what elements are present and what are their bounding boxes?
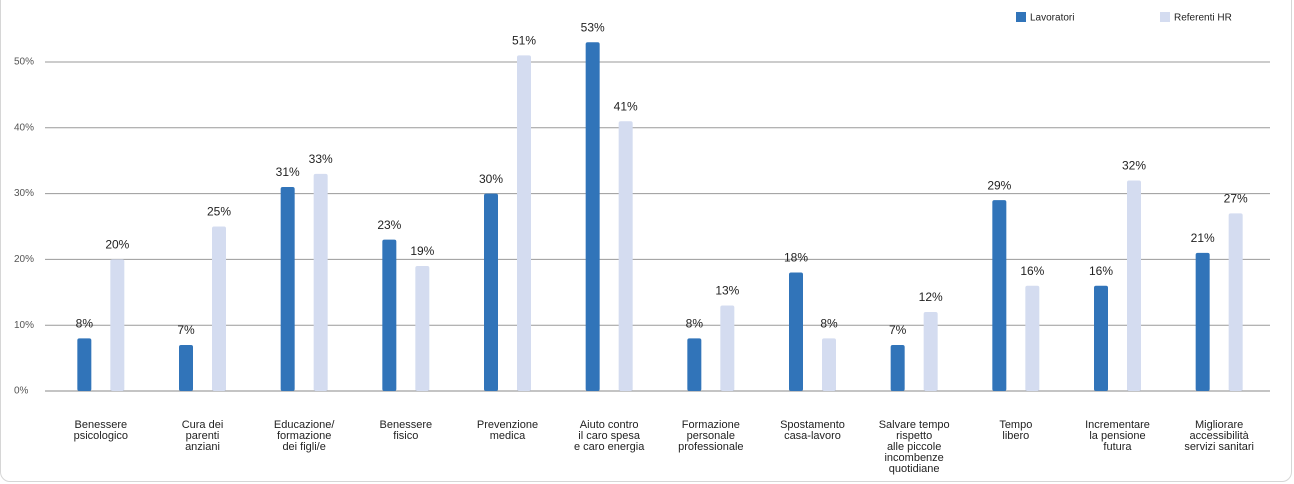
x-tick-label: Benessere psicologico bbox=[73, 419, 129, 442]
value-label: 33% bbox=[309, 152, 333, 166]
y-tick-label: 0% bbox=[14, 386, 29, 397]
bar bbox=[415, 265, 430, 391]
value-label: 8% bbox=[820, 317, 838, 331]
bar bbox=[822, 338, 836, 391]
bar bbox=[1228, 213, 1243, 391]
bar bbox=[484, 193, 498, 391]
bar bbox=[77, 338, 92, 391]
bar bbox=[585, 42, 600, 391]
x-tick-label: Migliorare accessibilità servizi sanitar… bbox=[1184, 419, 1254, 453]
y-tick-label: 10% bbox=[14, 320, 34, 331]
value-label: 23% bbox=[377, 218, 401, 232]
value-label: 27% bbox=[1224, 192, 1248, 206]
value-label: 8% bbox=[686, 317, 704, 331]
legend-label: Referenti HR bbox=[1174, 13, 1232, 24]
x-tick-label: Prevenzione medica bbox=[476, 419, 539, 442]
value-label: 18% bbox=[784, 251, 808, 265]
value-label: 32% bbox=[1122, 159, 1146, 173]
legend-swatch bbox=[1016, 12, 1026, 22]
x-tick-label: Cura dei parenti anziani bbox=[181, 419, 224, 453]
legend-label: Lavoratori bbox=[1030, 13, 1074, 24]
y-tick-label: 20% bbox=[14, 254, 34, 265]
x-tick-label: Incrementare la pensione futura bbox=[1085, 419, 1150, 453]
x-tick-label: Educazione/ formazione dei figli/e bbox=[273, 419, 335, 453]
bar bbox=[923, 312, 938, 391]
value-label: 25% bbox=[207, 205, 231, 219]
value-label: 12% bbox=[919, 290, 943, 304]
x-tick-label: Formazione personale professionale bbox=[678, 419, 744, 453]
bar bbox=[720, 305, 735, 391]
value-label: 29% bbox=[987, 178, 1011, 192]
value-label: 7% bbox=[889, 323, 907, 337]
bar bbox=[179, 344, 193, 391]
value-label: 16% bbox=[1089, 264, 1113, 278]
value-label: 16% bbox=[1020, 264, 1044, 278]
bar bbox=[789, 272, 803, 391]
x-tick-label: Spostamento casa-lavoro bbox=[780, 419, 845, 442]
y-tick-label: 30% bbox=[14, 188, 34, 199]
bar bbox=[1025, 285, 1040, 391]
value-label: 7% bbox=[177, 323, 195, 337]
bar bbox=[212, 226, 226, 391]
value-label: 21% bbox=[1191, 231, 1215, 245]
bar bbox=[992, 200, 1007, 391]
value-label: 53% bbox=[581, 20, 605, 34]
x-tick-label: Tempo libero bbox=[999, 419, 1033, 442]
bar bbox=[890, 344, 905, 391]
x-tick-label: Aiuto contro il caro spesa e caro energi… bbox=[573, 419, 645, 453]
bar bbox=[110, 259, 125, 391]
bar bbox=[313, 173, 328, 391]
bar bbox=[382, 239, 397, 391]
bar bbox=[517, 55, 531, 392]
bar bbox=[687, 338, 702, 391]
value-label: 13% bbox=[715, 284, 739, 298]
value-label: 20% bbox=[105, 238, 129, 252]
value-label: 51% bbox=[512, 34, 536, 48]
bar bbox=[618, 121, 633, 391]
y-tick-label: 50% bbox=[14, 57, 34, 68]
bar bbox=[1094, 285, 1108, 391]
bar bbox=[1195, 252, 1210, 391]
value-label: 30% bbox=[479, 172, 503, 186]
bar bbox=[1127, 180, 1141, 391]
value-label: 31% bbox=[276, 165, 300, 179]
value-label: 41% bbox=[614, 99, 638, 113]
legend-swatch bbox=[1160, 12, 1170, 22]
x-tick-label: Salvare tempo rispetto alle piccole inco… bbox=[878, 419, 950, 475]
bar bbox=[280, 187, 295, 391]
value-label: 19% bbox=[410, 244, 434, 258]
y-tick-label: 40% bbox=[14, 122, 34, 133]
value-label: 8% bbox=[76, 317, 94, 331]
x-tick-label: Benessere fisico bbox=[379, 419, 433, 442]
